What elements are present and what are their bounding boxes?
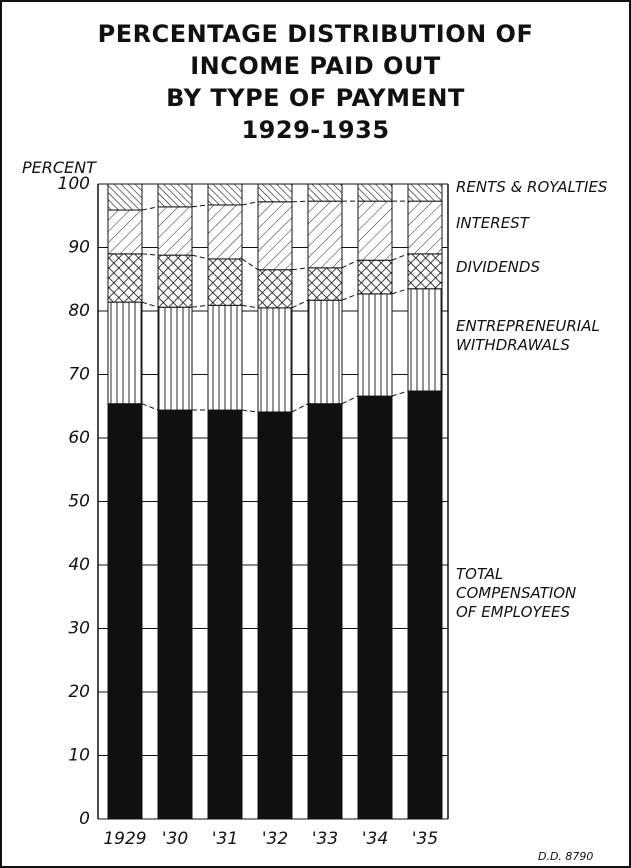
bar-segment bbox=[407, 253, 443, 290]
connector bbox=[191, 304, 209, 308]
x-tick-label: '30 bbox=[162, 829, 188, 849]
x-tick-label: '34 bbox=[362, 829, 388, 849]
y-tick-label: 60 bbox=[68, 428, 90, 448]
y-tick-label: 80 bbox=[68, 301, 90, 321]
bar-segment bbox=[257, 307, 293, 413]
y-tick-label: 10 bbox=[68, 746, 90, 766]
bar-segment bbox=[157, 183, 193, 208]
bar-segment bbox=[407, 183, 443, 202]
connector bbox=[391, 253, 409, 261]
bar-segment bbox=[357, 395, 393, 820]
bar-segment bbox=[307, 200, 343, 269]
y-tick-label: 0 bbox=[79, 809, 90, 829]
bar-segment bbox=[157, 409, 193, 820]
connector bbox=[241, 201, 259, 206]
connector bbox=[191, 254, 209, 260]
x-tick-label: '31 bbox=[212, 829, 238, 849]
bar-segment bbox=[407, 200, 443, 255]
legend-label: INTEREST bbox=[456, 214, 529, 232]
connector bbox=[241, 258, 259, 271]
bar-segment bbox=[107, 183, 143, 211]
x-tick-label: '35 bbox=[412, 829, 438, 849]
bar-segment bbox=[407, 288, 443, 392]
y-tick-label: 70 bbox=[68, 365, 90, 385]
bar-segment bbox=[307, 299, 343, 405]
connector bbox=[241, 304, 259, 309]
connector bbox=[341, 259, 359, 269]
bar-segment bbox=[207, 204, 243, 260]
legend-label: TOTAL COMPENSATION OF EMPLOYEES bbox=[456, 565, 577, 621]
connector bbox=[291, 200, 309, 203]
y-tick-label: 50 bbox=[68, 492, 90, 512]
bar-segment bbox=[107, 253, 143, 303]
y-tick-label: 40 bbox=[68, 555, 90, 575]
connector bbox=[341, 293, 359, 301]
x-tick-label: '32 bbox=[262, 829, 288, 849]
connector bbox=[341, 395, 359, 405]
bar-segment bbox=[107, 209, 143, 255]
bar-segment bbox=[307, 403, 343, 820]
connector bbox=[141, 403, 159, 411]
bar-segment bbox=[207, 409, 243, 820]
bar-segment bbox=[207, 304, 243, 411]
bar-segment bbox=[157, 254, 193, 308]
y-tick-label: 20 bbox=[68, 682, 90, 702]
bar-segment bbox=[157, 206, 193, 256]
bar-segment bbox=[207, 258, 243, 306]
connector bbox=[141, 253, 159, 256]
footnote: D.D. 8790 bbox=[538, 850, 594, 863]
x-tick-label: 1929 bbox=[103, 829, 146, 849]
connector bbox=[391, 390, 409, 397]
connector bbox=[241, 409, 259, 413]
bar-segment bbox=[107, 403, 143, 820]
bar-segment bbox=[107, 301, 143, 405]
bar-segment bbox=[307, 183, 343, 202]
bar-segment bbox=[357, 183, 393, 202]
bar-segment bbox=[357, 293, 393, 397]
bar-segment bbox=[357, 200, 393, 261]
connector bbox=[291, 403, 309, 413]
legend-label: DIVIDENDS bbox=[456, 258, 540, 276]
bar-segment bbox=[357, 259, 393, 295]
y-axis-label: PERCENT bbox=[22, 158, 96, 177]
bar-segment bbox=[257, 411, 293, 820]
connector bbox=[291, 267, 309, 271]
connector bbox=[291, 299, 309, 309]
connector bbox=[391, 288, 409, 295]
bar-segment bbox=[157, 306, 193, 411]
bar-segment bbox=[407, 390, 443, 820]
bar-segment bbox=[207, 183, 243, 206]
connector bbox=[191, 204, 209, 208]
connector bbox=[141, 206, 159, 211]
x-tick-label: '33 bbox=[312, 829, 338, 849]
legend-label: ENTREPRENEURIAL WITHDRAWALS bbox=[456, 317, 600, 354]
connector bbox=[141, 301, 159, 308]
y-tick-label: 30 bbox=[68, 619, 90, 639]
chart-title: PERCENTAGE DISTRIBUTION OF INCOME PAID O… bbox=[97, 20, 534, 144]
bar-segment bbox=[257, 201, 293, 271]
y-tick-label: 100 bbox=[58, 174, 90, 194]
legend-label: RENTS & ROYALTIES bbox=[456, 178, 608, 196]
bar-segment bbox=[257, 269, 293, 309]
bar-segment bbox=[307, 267, 343, 301]
bar-segment bbox=[257, 183, 293, 203]
y-tick-label: 90 bbox=[68, 238, 90, 258]
